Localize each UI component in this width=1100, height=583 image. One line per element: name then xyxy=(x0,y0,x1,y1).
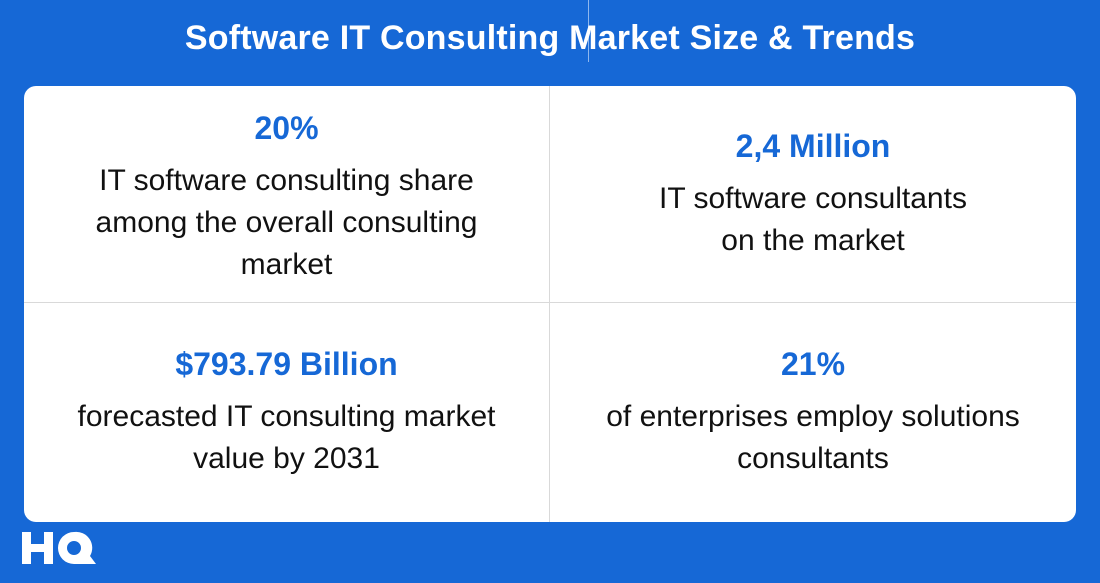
horizontal-divider xyxy=(24,302,1076,303)
stat-value: 21% xyxy=(780,346,846,382)
stat-description-line: of enterprises employ solutions xyxy=(606,400,1020,433)
hq-logo-icon xyxy=(22,531,96,564)
stat-cell-market-value: $793.79 Billion forecasted IT consulting… xyxy=(24,344,549,480)
stat-value: $793.79 Billion xyxy=(175,346,398,382)
stats-card: 20% IT software consulting share among t… xyxy=(24,86,1076,522)
stat-description-line: IT software consulting share xyxy=(99,164,474,197)
stat-value: 2,4 Million xyxy=(735,128,891,164)
vertical-divider xyxy=(549,86,550,522)
page-title: Software IT Consulting Market Size & Tre… xyxy=(184,19,916,57)
stat-description-line: forecasted IT consulting market xyxy=(77,400,496,433)
stat-description-line: on the market xyxy=(721,224,905,257)
stat-cell-enterprise-share: 21% of enterprises employ solutions cons… xyxy=(550,344,1076,480)
stat-description: forecasted IT consulting market value by… xyxy=(24,396,549,480)
stat-description: of enterprises employ solutions consulta… xyxy=(550,396,1076,480)
stat-cell-consulting-share: 20% IT software consulting share among t… xyxy=(24,108,549,286)
stat-description-line: IT software consultants xyxy=(659,182,967,215)
stat-value: 20% xyxy=(254,110,319,146)
stat-description-line: value by 2031 xyxy=(193,442,380,475)
stat-cell-consultants-count: 2,4 Million IT software consultants on t… xyxy=(550,126,1076,262)
stat-description-line: market xyxy=(240,248,333,281)
title-divider xyxy=(588,0,589,62)
stat-description-line: consultants xyxy=(737,442,889,475)
stat-description: IT software consulting share among the o… xyxy=(24,160,549,286)
stat-description-line: among the overall consulting xyxy=(95,206,478,239)
stat-description: IT software consultants on the market xyxy=(550,178,1076,262)
